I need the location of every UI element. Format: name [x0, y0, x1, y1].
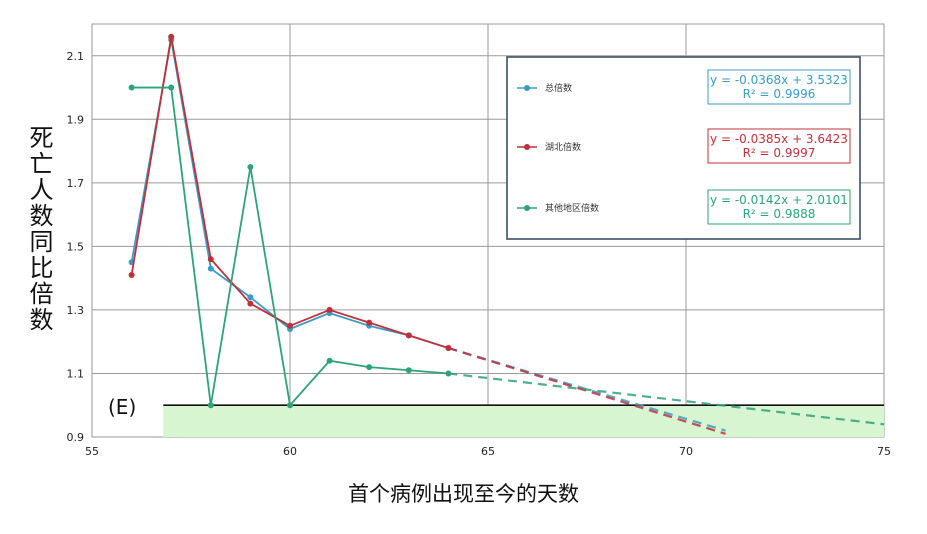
data-point	[129, 85, 135, 91]
y-tick-label: 0.9	[67, 431, 85, 444]
legend-swatch-marker	[524, 144, 530, 150]
r2-text: R² = 0.9997	[743, 146, 816, 160]
data-point	[247, 301, 253, 307]
legend-label: 湖北倍数	[545, 141, 581, 153]
data-point	[287, 323, 293, 329]
data-point	[445, 370, 451, 376]
data-point	[208, 256, 214, 262]
data-point	[366, 364, 372, 370]
legend-label: 总倍数	[545, 82, 572, 94]
data-point	[406, 367, 412, 373]
y-tick-label: 1.9	[67, 113, 85, 126]
data-point	[129, 272, 135, 278]
data-point	[168, 34, 174, 40]
data-point	[327, 307, 333, 313]
legend-swatch-marker	[524, 85, 530, 91]
equation-text: y = -0.0142x + 2.0101	[710, 193, 848, 207]
x-tick-label: 70	[679, 445, 693, 458]
y-tick-label: 1.1	[67, 367, 85, 380]
x-tick-label: 75	[877, 445, 891, 458]
data-point	[247, 294, 253, 300]
equation-text: y = -0.0385x + 3.6423	[710, 132, 848, 146]
y-tick-label: 1.7	[67, 177, 85, 190]
r2-text: R² = 0.9888	[743, 207, 816, 221]
x-tick-label: 65	[481, 445, 495, 458]
y-tick-label: 1.3	[67, 304, 85, 317]
panel-label: (E)	[108, 395, 136, 419]
data-point	[406, 332, 412, 338]
data-point	[327, 358, 333, 364]
equation-text: y = -0.0368x + 3.5323	[710, 73, 848, 87]
reference-band-fill	[163, 405, 884, 437]
legend-swatch-marker	[524, 205, 530, 211]
x-tick-label: 55	[85, 445, 99, 458]
data-point	[208, 266, 214, 272]
data-point	[168, 85, 174, 91]
y-axis-label: 死亡人数同比倍数	[18, 125, 54, 333]
y-tick-label: 2.1	[67, 50, 85, 63]
y-tick-label: 1.5	[67, 240, 85, 253]
data-point	[208, 402, 214, 408]
r2-text: R² = 0.9996	[743, 87, 816, 101]
data-point	[445, 345, 451, 351]
x-axis-label: 首个病例出现至今的天数	[0, 478, 927, 508]
legend-label: 其他地区倍数	[545, 202, 599, 214]
data-point	[247, 164, 253, 170]
data-point	[366, 320, 372, 326]
data-point	[287, 402, 293, 408]
x-tick-label: 60	[283, 445, 297, 458]
